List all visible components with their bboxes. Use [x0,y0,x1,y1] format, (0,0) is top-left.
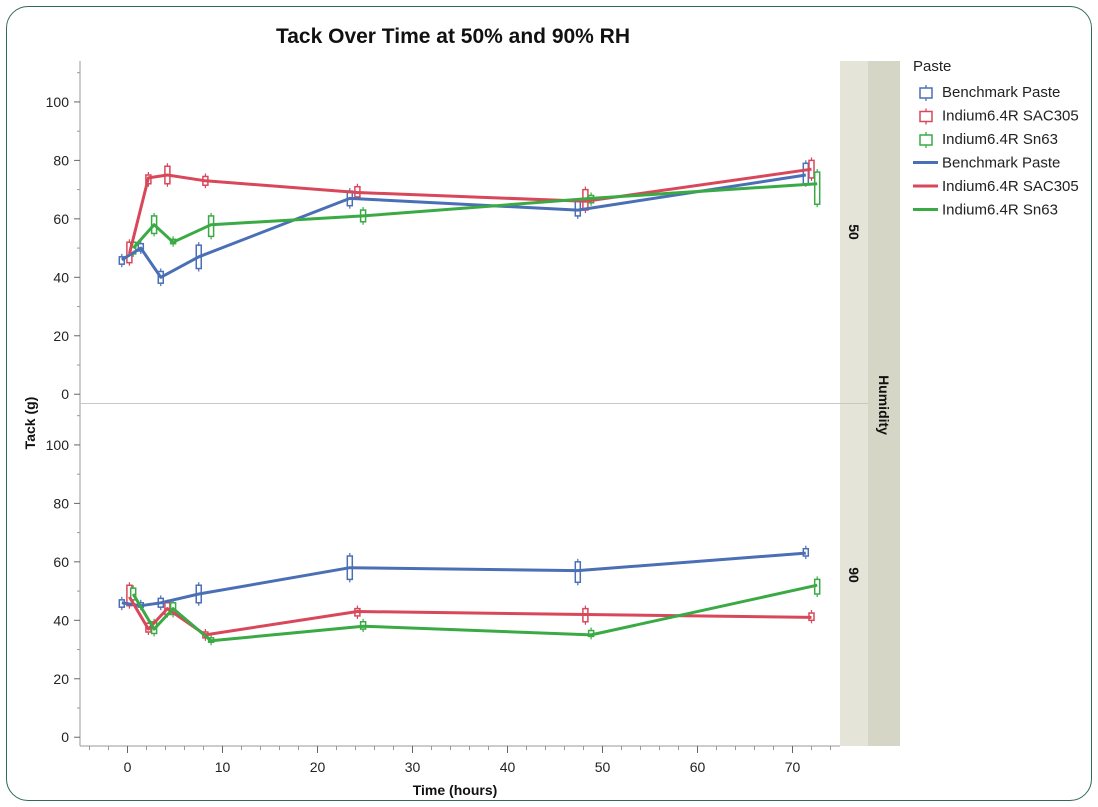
legend-entry-line: Benchmark Paste [942,155,1060,172]
y-tick-label: 40 [53,612,69,628]
x-tick-label: 0 [124,759,132,775]
legend-entry-box: Indium6.4R SAC305 [942,108,1079,125]
y-tick-label: 60 [53,211,69,227]
y-tick-label: 100 [46,437,70,453]
x-tick-label: 50 [595,759,611,775]
legend-box-swatch [919,134,933,146]
box-plot-mark [118,256,126,265]
facet-level-label: 90 [846,567,862,583]
x-axis-label: Time (hours) [413,782,498,798]
x-tick-label: 60 [690,759,706,775]
legend-entry-box: Indium6.4R Sn63 [942,131,1058,148]
series-line [131,583,818,643]
facet-humidity-label: Humidity [876,375,892,435]
x-tick-label: 20 [310,759,326,775]
legend-entry-line: Indium6.4R SAC305 [942,178,1079,195]
facet-strip-outer [868,61,900,746]
legend-box-swatch [919,110,933,123]
legend-box-swatch [919,87,933,99]
y-tick-label: 40 [53,269,69,285]
chart-title: Tack Over Time at 50% and 90% RH [276,25,630,48]
box-plot-mark [813,171,821,205]
legend-entry-line: Indium6.4R Sn63 [942,202,1058,219]
y-tick-label: 60 [53,554,69,570]
y-tick-label: 0 [61,386,69,402]
facet-level-label: 50 [846,224,862,240]
y-tick-label: 20 [53,328,69,344]
box-plot-mark [802,162,810,185]
y-tick-label: 100 [46,94,70,110]
y-tick-label: 0 [61,729,69,745]
y-tick-label: 80 [53,495,69,511]
series-line [121,551,806,608]
x-tick-label: 40 [500,759,516,775]
y-axis-label: Tack (g) [22,397,38,450]
series-line [127,167,812,255]
series-line [132,182,818,250]
series-line [121,173,807,279]
y-tick-label: 80 [53,152,69,168]
x-tick-label: 30 [405,759,421,775]
legend-entry-box: Benchmark Paste [942,84,1060,101]
legend-title: Paste [913,58,951,75]
x-tick-label: 70 [785,759,801,775]
x-tick-label: 10 [215,759,231,775]
y-tick-label: 20 [53,671,69,687]
